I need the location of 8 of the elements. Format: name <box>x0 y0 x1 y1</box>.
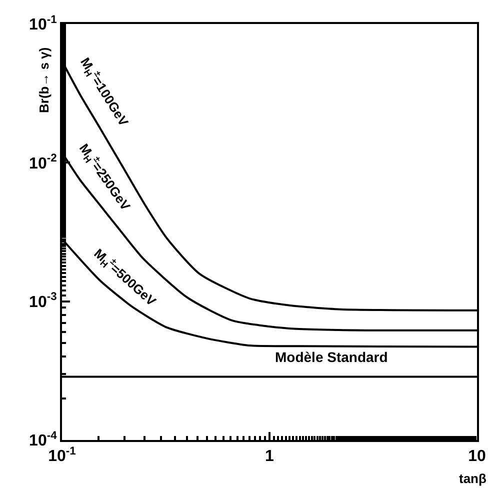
y-tick-label: 10$^{-2}$ <box>29 152 57 172</box>
y-tick-label: 10$^{-1}$ <box>29 14 57 34</box>
y-axis-title: Br(b→ s γ) <box>36 47 52 113</box>
x-tick-label: 10 <box>468 448 486 466</box>
y-tick-label: 10$^{-3}$ <box>29 291 57 311</box>
x-tick-label: 1 <box>265 448 274 466</box>
ref-line-label: Modèle Standard <box>275 349 388 365</box>
x-axis-title: tanβ <box>459 471 486 486</box>
